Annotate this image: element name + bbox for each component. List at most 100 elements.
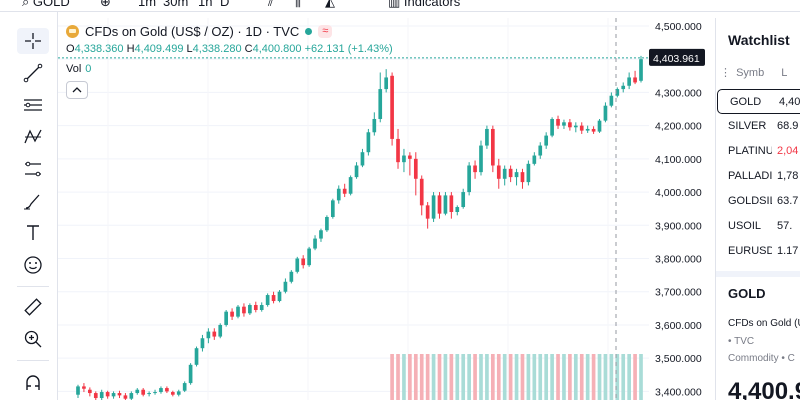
volume-bar bbox=[514, 354, 519, 400]
watchlist-symbol: GOLD bbox=[730, 96, 762, 108]
add-symbol-button[interactable]: ⊕ bbox=[100, 0, 111, 9]
crosshair-tool[interactable] bbox=[17, 28, 49, 54]
volume-bar bbox=[621, 354, 626, 400]
watchlist-row[interactable]: PALLADIUM 1,78 bbox=[716, 164, 800, 189]
watchlist-symbol: GOLDSILVER bbox=[728, 195, 772, 207]
interval-d[interactable]: D bbox=[220, 0, 230, 9]
zoom-in-icon bbox=[24, 330, 42, 348]
watchlist-title[interactable]: Watchlist bbox=[728, 32, 790, 48]
candle-body bbox=[200, 338, 205, 349]
volume-bar bbox=[467, 354, 471, 400]
interval-1m[interactable]: 1m bbox=[138, 0, 157, 9]
candle-body bbox=[141, 389, 146, 395]
chart-title[interactable]: CFDs on Gold (US$ / OZ) · 1D · TVC bbox=[85, 24, 300, 39]
candle-body bbox=[597, 120, 602, 132]
symbol-search[interactable]: ⌕ GOLD bbox=[22, 0, 70, 10]
candle-body bbox=[591, 128, 596, 132]
indicators-button[interactable]: ▥ Indicators bbox=[388, 0, 460, 10]
chart-pane[interactable]: 4,500.0004,400.0004,300.0004,200.0004,10… bbox=[58, 18, 710, 400]
pattern-tool[interactable] bbox=[17, 124, 49, 150]
ohlc-values: O4,338.360 H4,409.499 L4,338.280 C4,400.… bbox=[66, 43, 393, 55]
data-delay-icon[interactable]: ≈ bbox=[318, 25, 333, 38]
volume-bar bbox=[615, 354, 620, 400]
volume-bar bbox=[639, 354, 643, 400]
y-axis-tick-label: 3,600.000 bbox=[655, 320, 702, 332]
candle-body bbox=[573, 125, 578, 128]
price-chart[interactable]: 4,500.0004,400.0004,300.0004,200.0004,10… bbox=[58, 18, 710, 400]
candle-body bbox=[248, 305, 252, 314]
volume-bar bbox=[461, 354, 466, 400]
detail-price: 4,400.9 bbox=[728, 378, 800, 400]
candle-style-icon[interactable]: ⫼ bbox=[295, 0, 301, 9]
interval-1h[interactable]: 1h bbox=[198, 0, 213, 9]
trend-line-tool[interactable] bbox=[17, 60, 49, 86]
candle-body bbox=[336, 188, 341, 201]
collapse-legend-button[interactable] bbox=[66, 81, 88, 99]
volume-bar bbox=[408, 354, 412, 400]
gold-logo-icon bbox=[66, 25, 79, 38]
brush-tool[interactable] bbox=[17, 188, 49, 214]
watchlist-symbol: EURUSD bbox=[728, 245, 772, 257]
candle-body bbox=[384, 77, 389, 90]
volume-bar bbox=[419, 354, 424, 400]
candle-body bbox=[461, 192, 466, 208]
forecast-tool[interactable] bbox=[17, 156, 49, 182]
watchlist-row[interactable]: GOLDSILVER 63.7 bbox=[716, 189, 800, 214]
detail-symbol[interactable]: GOLD bbox=[728, 286, 766, 301]
low-label: L bbox=[186, 43, 193, 55]
volume-bar bbox=[597, 354, 602, 400]
magnet-tool[interactable] bbox=[17, 370, 49, 396]
watchlist-row[interactable]: EURUSD 1.17 bbox=[716, 239, 800, 264]
candle-body bbox=[354, 165, 359, 178]
candle-body bbox=[455, 207, 460, 212]
volume-bar bbox=[633, 354, 637, 400]
magnet-icon bbox=[26, 375, 40, 390]
watchlist-row[interactable]: GOLD 4,40 bbox=[717, 89, 800, 114]
zoom-tool[interactable] bbox=[17, 326, 49, 352]
candle-body bbox=[76, 386, 80, 395]
ruler-icon bbox=[24, 298, 42, 316]
candle-body bbox=[443, 195, 448, 214]
area-style-icon[interactable]: ◭ bbox=[325, 0, 335, 9]
volume-bar bbox=[425, 354, 430, 400]
volume-bar bbox=[544, 354, 549, 400]
candle-body bbox=[568, 122, 572, 128]
volume-bar bbox=[573, 354, 578, 400]
volume-bar bbox=[502, 354, 507, 400]
volume-bar bbox=[443, 354, 448, 400]
candle-body bbox=[301, 258, 306, 266]
drag-handle-icon[interactable]: ⋮ bbox=[720, 67, 731, 79]
volume-bar bbox=[591, 354, 596, 400]
candle-body bbox=[218, 324, 223, 337]
volume-bar bbox=[496, 354, 501, 400]
emoji-tool[interactable] bbox=[17, 252, 49, 278]
candle-body bbox=[165, 388, 169, 392]
watchlist-row[interactable]: USOIL 57. bbox=[716, 214, 800, 239]
candle-body bbox=[449, 195, 454, 212]
candle-body bbox=[538, 145, 543, 156]
candle-body bbox=[342, 188, 347, 194]
text-tool[interactable] bbox=[17, 220, 49, 246]
y-axis-tick-label: 3,700.000 bbox=[655, 287, 702, 299]
candle-body bbox=[348, 177, 353, 194]
brush-icon bbox=[24, 194, 40, 210]
volume-bar bbox=[550, 354, 554, 400]
y-axis-tick-label: 4,300.000 bbox=[655, 87, 702, 99]
candle-body bbox=[603, 105, 608, 121]
candle-body bbox=[473, 165, 477, 173]
candle-body bbox=[325, 216, 329, 231]
candle-body bbox=[188, 364, 193, 384]
col-last[interactable]: L bbox=[781, 67, 788, 79]
watchlist-row[interactable]: SILVER 68.9 bbox=[716, 114, 800, 139]
horizontal-lines-tool[interactable] bbox=[17, 92, 49, 118]
volume-bar bbox=[538, 354, 543, 400]
interval-30m[interactable]: 30m bbox=[163, 0, 189, 9]
candle-body bbox=[159, 388, 163, 393]
candle-body bbox=[562, 122, 566, 126]
watchlist-row[interactable]: PLATINUM 2,04 bbox=[716, 139, 800, 164]
candle-body bbox=[117, 393, 122, 396]
volume-label: Vol bbox=[66, 63, 82, 75]
bar-style-icon[interactable]: ⫽ bbox=[268, 0, 274, 9]
col-symbol[interactable]: Symb bbox=[736, 67, 765, 79]
ruler-tool[interactable] bbox=[17, 294, 49, 320]
